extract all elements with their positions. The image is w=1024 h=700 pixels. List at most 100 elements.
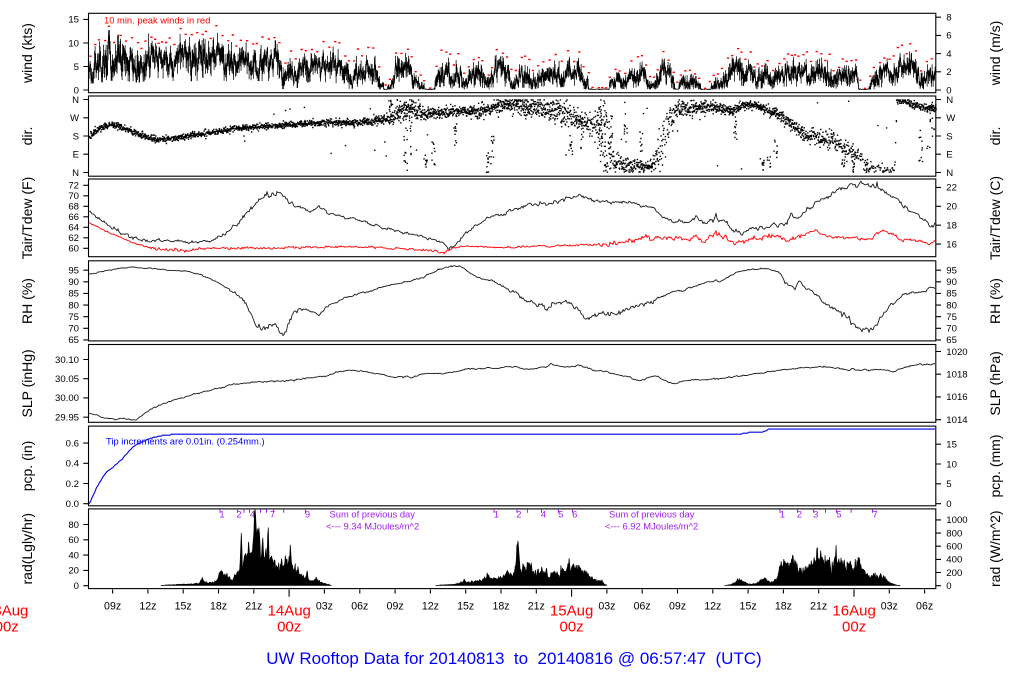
- svg-text:pcp. (in): pcp. (in): [19, 441, 35, 492]
- svg-text:0: 0: [946, 85, 951, 96]
- svg-text:<--- 9.34 MJoules/m^2: <--- 9.34 MJoules/m^2: [326, 521, 419, 532]
- svg-text:90: 90: [946, 277, 957, 288]
- svg-text:0.6: 0.6: [66, 438, 79, 449]
- svg-text:7: 7: [270, 509, 275, 520]
- svg-text:72: 72: [68, 181, 79, 192]
- svg-text:4: 4: [946, 49, 952, 60]
- svg-text:30.10: 30.10: [55, 355, 79, 366]
- svg-text:09z: 09z: [669, 600, 686, 612]
- svg-text:2: 2: [797, 509, 802, 520]
- svg-text:66: 66: [68, 212, 79, 223]
- svg-text:00z: 00z: [560, 619, 584, 636]
- svg-text:1: 1: [494, 509, 499, 520]
- svg-text:0.2: 0.2: [66, 479, 79, 490]
- svg-text:15z: 15z: [457, 600, 474, 612]
- svg-text:64: 64: [68, 223, 79, 234]
- svg-text:6: 6: [946, 31, 951, 42]
- svg-text:18: 18: [946, 221, 957, 232]
- svg-text:00z: 00z: [0, 619, 19, 636]
- svg-text:dir.: dir.: [987, 127, 1003, 146]
- svg-text:Tip increments are 0.01in. (0.: Tip increments are 0.01in. (0.254mm.): [106, 435, 265, 446]
- svg-text:95: 95: [68, 266, 79, 277]
- svg-text:W: W: [70, 113, 80, 124]
- svg-text:06z: 06z: [634, 600, 651, 612]
- svg-text:60: 60: [68, 244, 79, 255]
- svg-text:20: 20: [68, 566, 79, 577]
- svg-text:<--- 6.92 MJoules/m^2: <--- 6.92 MJoules/m^2: [605, 521, 698, 532]
- svg-text:3: 3: [813, 509, 818, 520]
- svg-text:03z: 03z: [881, 600, 898, 612]
- svg-text:1020: 1020: [946, 347, 967, 358]
- svg-text:dir.: dir.: [19, 127, 35, 146]
- svg-text:rad(Lgly/hr): rad(Lgly/hr): [19, 513, 35, 585]
- svg-text:10 min. peak winds in red: 10 min. peak winds in red: [104, 15, 210, 26]
- svg-text:W: W: [946, 113, 956, 124]
- svg-text:30.05: 30.05: [55, 374, 79, 385]
- svg-text:95: 95: [946, 266, 957, 277]
- svg-text:Sum of previous day: Sum of previous day: [330, 509, 416, 520]
- svg-text:65: 65: [68, 335, 79, 346]
- svg-text:85: 85: [946, 289, 957, 300]
- svg-text:400: 400: [946, 555, 962, 566]
- svg-text:18z: 18z: [210, 600, 227, 612]
- svg-text:03z: 03z: [316, 600, 333, 612]
- svg-text:5: 5: [558, 509, 563, 520]
- svg-text:rad (W/m^2): rad (W/m^2): [987, 510, 1003, 587]
- svg-text:21z: 21z: [810, 600, 827, 612]
- svg-text:7: 7: [872, 509, 877, 520]
- svg-text:10: 10: [68, 38, 79, 49]
- svg-text:85: 85: [68, 289, 79, 300]
- svg-text:70: 70: [68, 191, 79, 202]
- svg-text:wind (m/s): wind (m/s): [987, 21, 1003, 87]
- svg-text:21z: 21z: [528, 600, 545, 612]
- svg-text:RH (%): RH (%): [19, 278, 35, 324]
- svg-text:0: 0: [74, 85, 79, 96]
- svg-text:15Aug: 15Aug: [550, 603, 593, 620]
- svg-text:wind (kts): wind (kts): [19, 23, 35, 84]
- svg-text:18z: 18z: [775, 600, 792, 612]
- svg-text:SLP (hPa): SLP (hPa): [987, 351, 1003, 415]
- svg-text:68: 68: [68, 202, 79, 213]
- svg-text:1018: 1018: [946, 370, 967, 381]
- svg-text:09z: 09z: [104, 600, 121, 612]
- svg-text:600: 600: [946, 542, 962, 553]
- svg-text:Tair/Tdew (C): Tair/Tdew (C): [987, 176, 1003, 260]
- svg-text:S: S: [946, 131, 952, 142]
- svg-text:15z: 15z: [740, 600, 757, 612]
- svg-text:80: 80: [68, 300, 79, 311]
- svg-text:RH (%): RH (%): [987, 278, 1003, 324]
- svg-text:2: 2: [516, 509, 521, 520]
- svg-text:65: 65: [946, 335, 957, 346]
- svg-text:1: 1: [219, 509, 224, 520]
- svg-text:00z: 00z: [842, 619, 866, 636]
- svg-text:06z: 06z: [351, 600, 368, 612]
- svg-text:0.0: 0.0: [66, 499, 79, 510]
- svg-text:N: N: [946, 168, 953, 179]
- svg-text:75: 75: [946, 312, 957, 323]
- svg-text:0.4: 0.4: [66, 459, 80, 470]
- svg-text:14Aug: 14Aug: [268, 603, 311, 620]
- svg-text:0: 0: [946, 499, 951, 510]
- svg-text:60: 60: [68, 535, 79, 546]
- svg-text:S: S: [73, 131, 79, 142]
- svg-text:5: 5: [946, 479, 951, 490]
- svg-text:2: 2: [946, 67, 951, 78]
- svg-text:90: 90: [68, 277, 79, 288]
- svg-text:12z: 12z: [139, 600, 156, 612]
- svg-text:00z: 00z: [277, 619, 301, 636]
- svg-text:80: 80: [946, 300, 957, 311]
- svg-text:13Aug: 13Aug: [0, 603, 28, 620]
- svg-text:UW Rooftop Data for 20140813: UW Rooftop Data for 20140813 to 20140816…: [266, 649, 761, 668]
- svg-text:pcp. (mm): pcp. (mm): [987, 435, 1003, 498]
- svg-text:1016: 1016: [946, 392, 967, 403]
- svg-text:03z: 03z: [598, 600, 615, 612]
- svg-text:N: N: [72, 95, 79, 106]
- svg-text:2: 2: [236, 509, 241, 520]
- svg-text:30.00: 30.00: [55, 393, 79, 404]
- svg-text:E: E: [73, 150, 79, 161]
- svg-text:21z: 21z: [245, 600, 262, 612]
- svg-text:4: 4: [541, 509, 546, 520]
- svg-text:10: 10: [946, 459, 957, 470]
- svg-text:4: 4: [250, 509, 255, 520]
- svg-text:06z: 06z: [916, 600, 933, 612]
